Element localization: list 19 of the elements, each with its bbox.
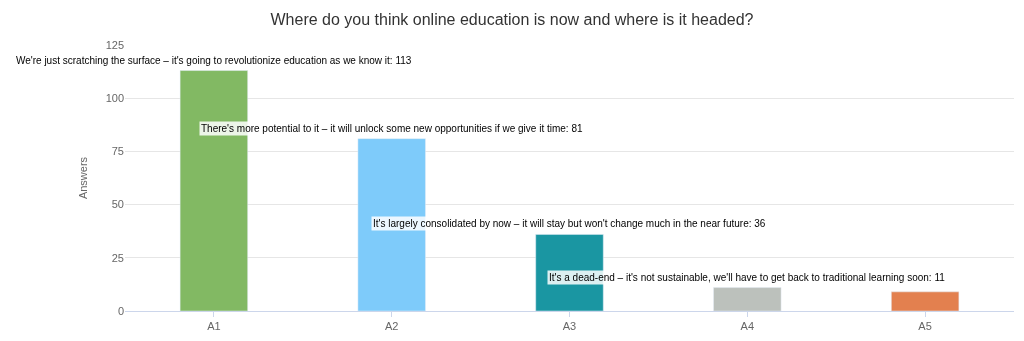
y-tick-label: 75 — [111, 145, 124, 158]
bar — [713, 287, 782, 311]
x-tick-label: A3 — [562, 320, 577, 333]
x-tick-label: A2 — [384, 320, 399, 333]
chart-title: Where do you think online education is now and where is it headed? — [270, 10, 754, 28]
y-tick-label: 50 — [111, 198, 124, 211]
y-tick-label: 125 — [105, 38, 124, 51]
y-tick-label: 0 — [117, 304, 124, 317]
x-tick-label: A5 — [918, 320, 932, 333]
data-label: It's largely consolidated by now – it will stay but won't change much in the near future: 36 — [373, 218, 766, 229]
y-tick-label: 25 — [111, 251, 124, 264]
data-label: We're just scratching the surface – it's going to revolutionize education as we know it: 113 — [16, 55, 412, 66]
y-axis-title: Answers — [77, 156, 90, 200]
bar — [891, 291, 960, 311]
y-tick-label: 100 — [105, 92, 124, 105]
x-tick-label: A4 — [740, 320, 755, 333]
data-label: There's more potential to it – it will unlock some new opportunities if we give it time: 81 — [201, 123, 583, 134]
data-label: It's a dead-end – it's not sustainable, we'll have to get back to traditional learning soon: 11 — [549, 272, 946, 283]
x-tick-label: A1 — [207, 320, 221, 333]
